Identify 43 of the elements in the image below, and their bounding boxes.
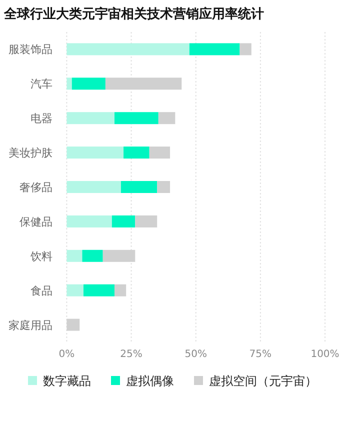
legend-label: 虚拟空间（元宇宙） xyxy=(209,374,317,388)
y-tick-label: 美妆护肤 xyxy=(8,146,53,160)
bar xyxy=(66,78,72,90)
legend-label: 数字藏品 xyxy=(43,374,91,388)
bar xyxy=(66,215,112,228)
bar xyxy=(66,250,82,262)
y-tick-label: 电器 xyxy=(30,112,53,126)
bar xyxy=(66,181,121,193)
bar xyxy=(158,112,176,124)
bar xyxy=(66,146,124,159)
bar xyxy=(66,284,84,296)
bar xyxy=(240,43,252,56)
bar xyxy=(135,215,158,228)
x-tick-label: 75% xyxy=(249,349,272,360)
y-tick-label: 服装饰品 xyxy=(8,43,53,56)
y-tick-label: 饮料 xyxy=(30,250,53,263)
x-tick-label: 100% xyxy=(310,349,340,360)
bar xyxy=(114,284,126,296)
y-tick-label: 家庭用品 xyxy=(8,318,53,332)
bar xyxy=(66,43,190,56)
bar xyxy=(105,78,182,90)
y-tick-label: 汽车 xyxy=(30,78,53,91)
bar xyxy=(83,284,114,296)
x-tick-label: 0% xyxy=(58,349,75,360)
bar xyxy=(157,181,170,193)
bar xyxy=(82,250,103,262)
bar xyxy=(102,250,136,262)
y-tick-label: 保健品 xyxy=(20,215,53,228)
bar xyxy=(66,318,80,331)
bar xyxy=(124,146,150,159)
bar xyxy=(66,112,114,124)
bar xyxy=(114,112,158,124)
bar xyxy=(120,181,158,193)
bar xyxy=(149,146,170,159)
legend-label: 虚拟偶像 xyxy=(126,374,174,388)
bar xyxy=(189,43,240,56)
y-tick-label: 食品 xyxy=(30,284,53,298)
bar xyxy=(72,78,106,90)
chart-title: 全球行业大类元宇宙相关技术营销应用率统计 xyxy=(3,6,264,22)
y-tick-label: 奢侈品 xyxy=(20,181,53,194)
x-tick-label: 25% xyxy=(120,349,142,360)
x-tick-label: 50% xyxy=(184,349,207,360)
bar xyxy=(112,215,136,228)
